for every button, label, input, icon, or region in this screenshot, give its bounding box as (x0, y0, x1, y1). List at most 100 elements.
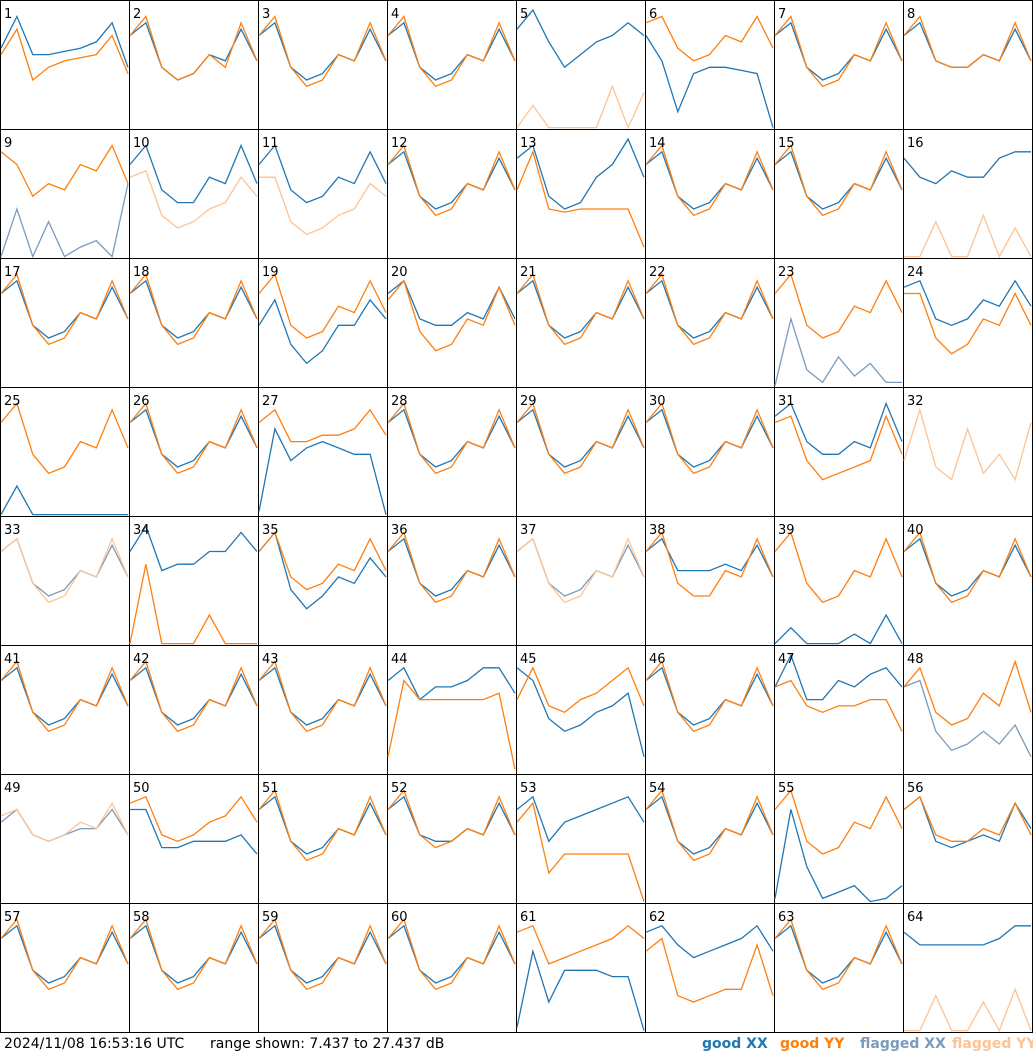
spectrum-trace (258, 144, 387, 204)
panel: 28 (387, 387, 517, 517)
spectrum-trace (774, 401, 903, 455)
spectrum-trace (387, 15, 516, 88)
spectrum-trace (645, 795, 774, 855)
spectrum-trace (516, 924, 645, 965)
panel: 63 (774, 903, 904, 1033)
panel: 62 (645, 903, 775, 1033)
spectrum-trace (129, 408, 258, 468)
panel: 29 (516, 387, 646, 517)
spectrum-trace (903, 659, 1032, 726)
spectrum-trace (129, 564, 257, 645)
spectrum-trace (516, 279, 645, 339)
spectrum-trace (645, 924, 774, 959)
spectrum-trace (516, 84, 645, 130)
panel: 17 (0, 258, 130, 388)
spectrum-trace (129, 660, 258, 733)
panel: 27 (258, 387, 388, 517)
panel: 61 (516, 903, 646, 1033)
panel-frame (774, 0, 904, 130)
spectrum-trace (645, 937, 774, 1003)
spectrum-trace (387, 666, 516, 701)
spectrum-trace (0, 402, 129, 475)
panel-label: 26 (133, 394, 150, 409)
panel-label: 43 (262, 652, 279, 667)
spectrum-trace (516, 408, 645, 468)
spectrum-trace (774, 679, 903, 732)
panel-label: 4 (391, 7, 399, 22)
panel: 38 (645, 516, 775, 646)
spectrum-trace (130, 808, 258, 855)
panel: 8 (903, 0, 1033, 130)
panel: 24 (903, 258, 1033, 388)
spectrum-trace (258, 666, 387, 726)
panel: 54 (645, 774, 775, 904)
spectrum-trace (516, 666, 645, 714)
panel-label: 19 (262, 265, 279, 280)
panel: 2 (129, 0, 259, 130)
panel-label: 52 (391, 781, 408, 796)
spectrum-trace (258, 426, 387, 515)
panel: 18 (129, 258, 259, 388)
spectrum-trace (129, 524, 258, 572)
range-unit: dB (426, 1036, 445, 1052)
panel-label: 11 (262, 136, 279, 151)
panel-label: 16 (907, 136, 924, 151)
spectrum-trace (516, 137, 645, 210)
spectrum-trace (129, 279, 258, 339)
panel: 30 (645, 387, 775, 517)
panel-label: 15 (778, 136, 795, 151)
panel-label: 49 (4, 781, 21, 796)
spectrum-trace (0, 660, 129, 733)
panel-label: 3 (262, 7, 270, 22)
panel: 16 (903, 129, 1033, 259)
spectrum-trace (0, 537, 129, 604)
panel-label: 24 (907, 265, 924, 280)
spectrum-trace (516, 8, 645, 69)
spectrum-trace (258, 15, 387, 88)
range-min: 7.437 (309, 1036, 349, 1052)
panel-label: 33 (4, 523, 21, 538)
panel: 40 (903, 516, 1033, 646)
spectrum-trace (774, 924, 903, 984)
panel-label: 47 (778, 652, 795, 667)
panel: 60 (387, 903, 517, 1033)
range-text: range shown: 7.437 to 27.437 dB (210, 1036, 444, 1052)
panel-label: 45 (520, 652, 537, 667)
panel-label: 58 (133, 910, 150, 925)
panel-label: 14 (649, 136, 666, 151)
spectrum-trace (129, 924, 258, 984)
panel-frame (258, 0, 388, 130)
spectrum-trace (645, 150, 774, 210)
panel-label: 41 (4, 652, 21, 667)
panel: 46 (645, 645, 775, 775)
panel-label: 27 (262, 394, 279, 409)
spectrum-trace (903, 15, 1032, 68)
panel: 56 (903, 774, 1033, 904)
spectrum-trace (903, 151, 1031, 185)
spectrum-trace (0, 279, 129, 339)
panel-label: 37 (520, 523, 537, 538)
panel-label: 7 (778, 7, 786, 22)
spectrum-trace (516, 537, 645, 604)
spectrum-trace (387, 279, 516, 326)
spectrum-trace (516, 795, 645, 843)
panel-label: 23 (778, 265, 795, 280)
panel: 53 (516, 774, 646, 904)
panel: 31 (774, 387, 904, 517)
spectrum-trace (387, 789, 516, 849)
spectrum-trace (387, 21, 516, 81)
spectrum-trace (516, 402, 645, 475)
panel-label: 48 (907, 652, 924, 667)
panel-frame (129, 0, 259, 130)
panel-label: 6 (649, 7, 657, 22)
panel-label: 50 (133, 781, 150, 796)
panel-label: 53 (520, 781, 537, 796)
range-prefix: range shown: (210, 1036, 305, 1052)
panel: 9 (0, 129, 130, 259)
panel-frame (387, 0, 517, 130)
spectrum-trace (903, 679, 1032, 757)
panel: 35 (258, 516, 388, 646)
spectrum-trace (387, 279, 516, 352)
panel-label: 59 (262, 910, 279, 925)
